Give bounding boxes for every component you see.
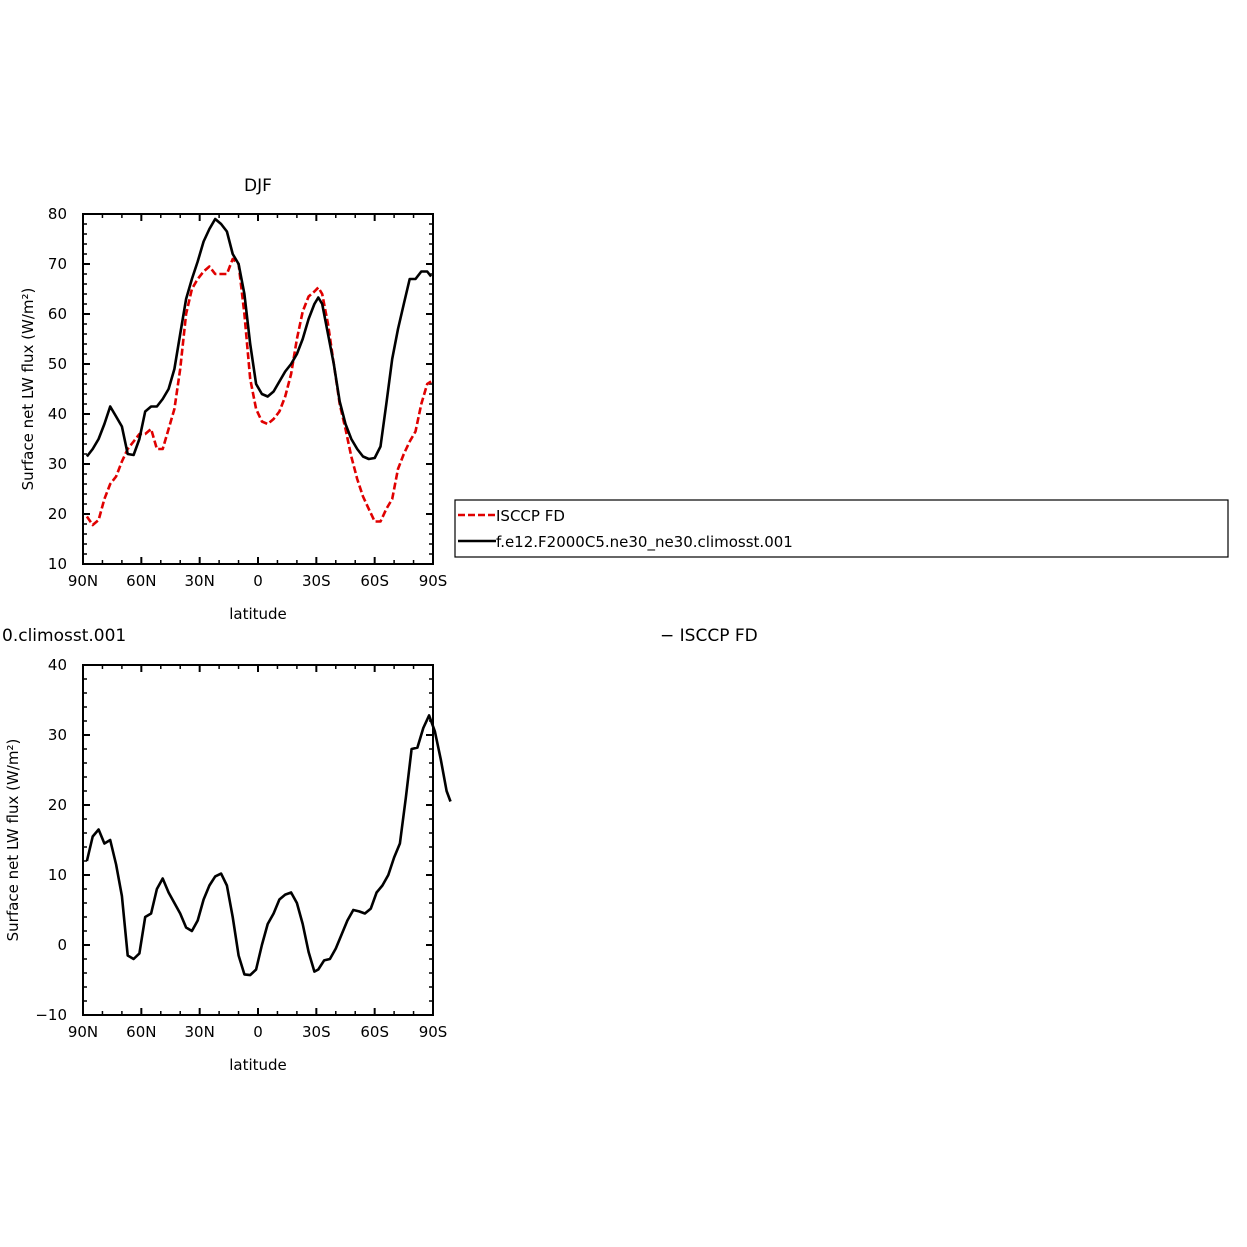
series-line-f-e12-f2000c5-ne30-ne30-climosst-001 (85, 217, 433, 461)
series-line-isccp-fd (85, 257, 432, 527)
x-tick-label: 60S (360, 572, 389, 590)
legend-box (454, 499, 1229, 558)
legend-label-isccp: ISCCP FD (496, 507, 565, 525)
y-tick-label: 20 (48, 796, 67, 814)
axis-ticks-bottom: 90N 60N 30N 0 30S 60S 90S −10 0 10 20 30 40 (35, 656, 447, 1041)
x-tick-label: 30N (185, 1023, 215, 1041)
y-tick-label: 60 (48, 305, 67, 323)
x-tick-label: 60N (126, 572, 156, 590)
y-tick-label: 30 (48, 726, 67, 744)
x-tick-label: 0 (253, 1023, 263, 1041)
x-tick-label: 60S (360, 1023, 389, 1041)
x-tick-label: 90S (419, 1023, 448, 1041)
y-tick-label: 10 (48, 866, 67, 884)
x-tick-label: 0 (253, 572, 263, 590)
chart-title-difference-right: − ISCCP FD (660, 626, 758, 646)
plot-frame-top (82, 213, 434, 565)
y-tick-label: 40 (48, 656, 67, 674)
x-tick-label: 30S (302, 572, 331, 590)
x-tick-label: 90S (419, 572, 448, 590)
y-tick-label: 50 (48, 355, 67, 373)
plot-series-bottom (85, 714, 452, 977)
panel-top-djf: DJF Surface net LW flux (W/m²) latitude … (19, 176, 447, 623)
y-tick-label: 0 (57, 936, 67, 954)
y-tick-label: 40 (48, 405, 67, 423)
series-line-difference (85, 714, 452, 977)
x-tick-label: 90N (68, 1023, 98, 1041)
chart-title-djf: DJF (244, 176, 272, 196)
x-tick-label: 30N (185, 572, 215, 590)
plot-series-top (85, 217, 433, 527)
x-tick-label: 90N (68, 572, 98, 590)
legend-label-model: f.e12.F2000C5.ne30_ne30.climosst.001 (496, 533, 793, 552)
x-tick-label: 60N (126, 1023, 156, 1041)
y-tick-label: 20 (48, 505, 67, 523)
y-axis-label-top: Surface net LW flux (W/m²) (19, 288, 37, 491)
plot-frame-bottom (82, 664, 434, 1016)
y-tick-label: 80 (48, 205, 67, 223)
y-tick-label: 30 (48, 455, 67, 473)
y-tick-label: 10 (48, 555, 67, 573)
x-axis-label-bottom: latitude (229, 1056, 287, 1074)
panel-bottom-difference: 0.climosst.001 − ISCCP FD Surface net LW… (2, 626, 758, 1074)
x-axis-label-top: latitude (229, 605, 287, 623)
chart-title-difference-left: 0.climosst.001 (2, 626, 126, 646)
y-axis-label-bottom: Surface net LW flux (W/m²) (4, 739, 22, 942)
y-tick-label: 70 (48, 255, 67, 273)
legend: ISCCP FD f.e12.F2000C5.ne30_ne30.climoss… (454, 499, 1229, 558)
x-tick-label: 30S (302, 1023, 331, 1041)
y-tick-label: −10 (35, 1006, 67, 1024)
